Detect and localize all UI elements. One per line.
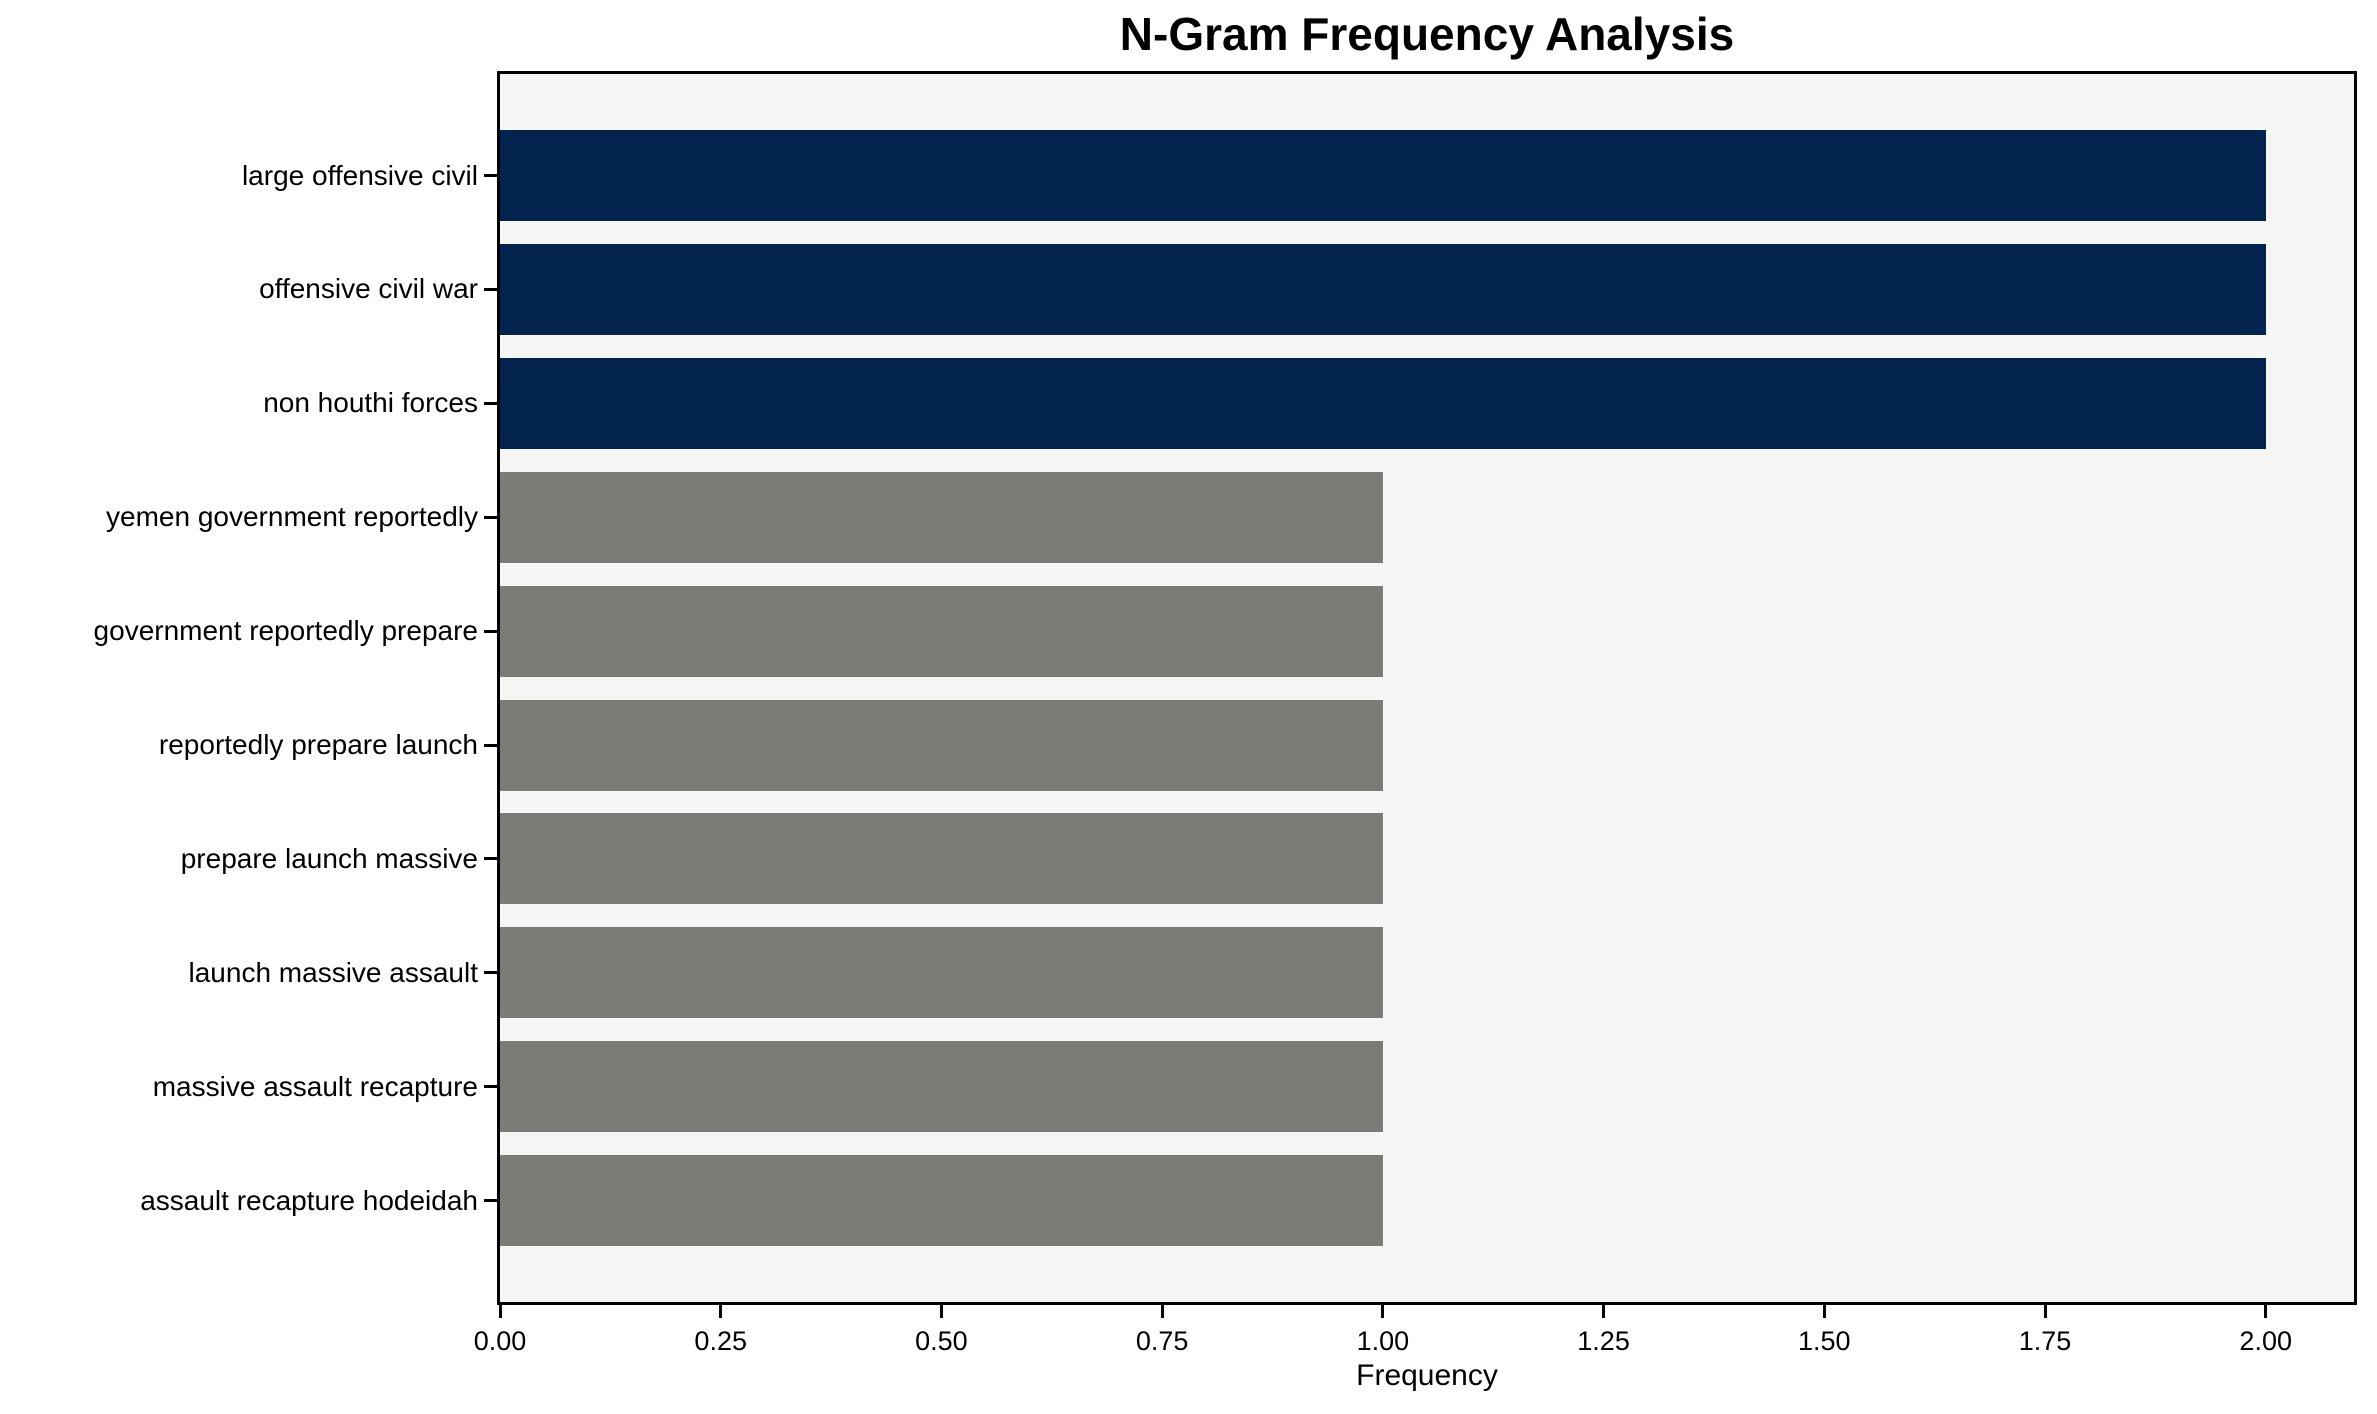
y-tick-mark <box>484 287 497 291</box>
y-tick-mark <box>484 971 497 975</box>
bar <box>500 130 2266 221</box>
x-tick-mark <box>1602 1305 1606 1318</box>
y-tick-mark <box>484 515 497 519</box>
y-tick-mark <box>484 1199 497 1203</box>
y-tick-label: launch massive assault <box>188 956 478 988</box>
y-tick-mark <box>484 629 497 633</box>
x-tick-mark <box>1381 1305 1385 1318</box>
bar <box>500 357 2266 449</box>
bar <box>500 699 1383 791</box>
y-tick-label: massive assault recapture <box>152 1070 478 1102</box>
y-tick-mark <box>484 743 497 747</box>
y-tick-label: reportedly prepare launch <box>158 729 478 760</box>
x-tick-label: 0.50 <box>915 1326 968 1356</box>
y-tick-mark <box>484 857 497 861</box>
x-tick-label: 1.25 <box>1577 1326 1630 1356</box>
x-tick-mark <box>1822 1305 1826 1318</box>
y-tick-label: government reportedly prepare <box>93 615 478 647</box>
y-tick-mark <box>484 174 497 177</box>
y-tick-label: non houthi forces <box>263 387 478 419</box>
x-tick-label: 1.75 <box>2018 1326 2072 1356</box>
y-tick-label: assault recapture hodeidah <box>140 1184 478 1216</box>
y-tick-label: prepare launch massive <box>180 842 478 874</box>
plot-area <box>497 71 2357 1305</box>
x-tick-mark <box>1160 1305 1164 1318</box>
chart-title: N-Gram Frequency Analysis <box>1119 8 1735 60</box>
x-tick-label: 1.50 <box>1798 1326 1851 1356</box>
x-tick-mark <box>2043 1305 2047 1318</box>
y-tick-mark <box>484 1085 497 1089</box>
x-tick-mark <box>498 1305 502 1318</box>
y-tick-label: offensive civil war <box>259 273 478 305</box>
x-tick-label: 0.75 <box>1135 1326 1189 1356</box>
bar <box>500 471 1383 563</box>
x-tick-mark <box>719 1305 723 1318</box>
x-tick-label: 2.00 <box>2239 1326 2292 1356</box>
y-tick-label: large offensive civil <box>241 159 478 191</box>
y-tick-label: yemen government reportedly <box>106 501 478 533</box>
x-tick-mark <box>2264 1305 2268 1318</box>
x-tick-mark <box>939 1305 943 1318</box>
bar <box>500 585 1383 677</box>
bar <box>500 927 1383 1019</box>
x-tick-label: 0.00 <box>473 1326 527 1356</box>
bar <box>500 243 2266 335</box>
bar <box>500 1041 1383 1133</box>
x-tick-label: 0.25 <box>694 1326 747 1356</box>
x-tick-label: 1.00 <box>1356 1326 1410 1356</box>
bar <box>500 813 1383 905</box>
x-axis-label: Frequency <box>1356 1359 1498 1392</box>
y-tick-mark <box>484 401 497 405</box>
bar <box>500 1155 1383 1247</box>
